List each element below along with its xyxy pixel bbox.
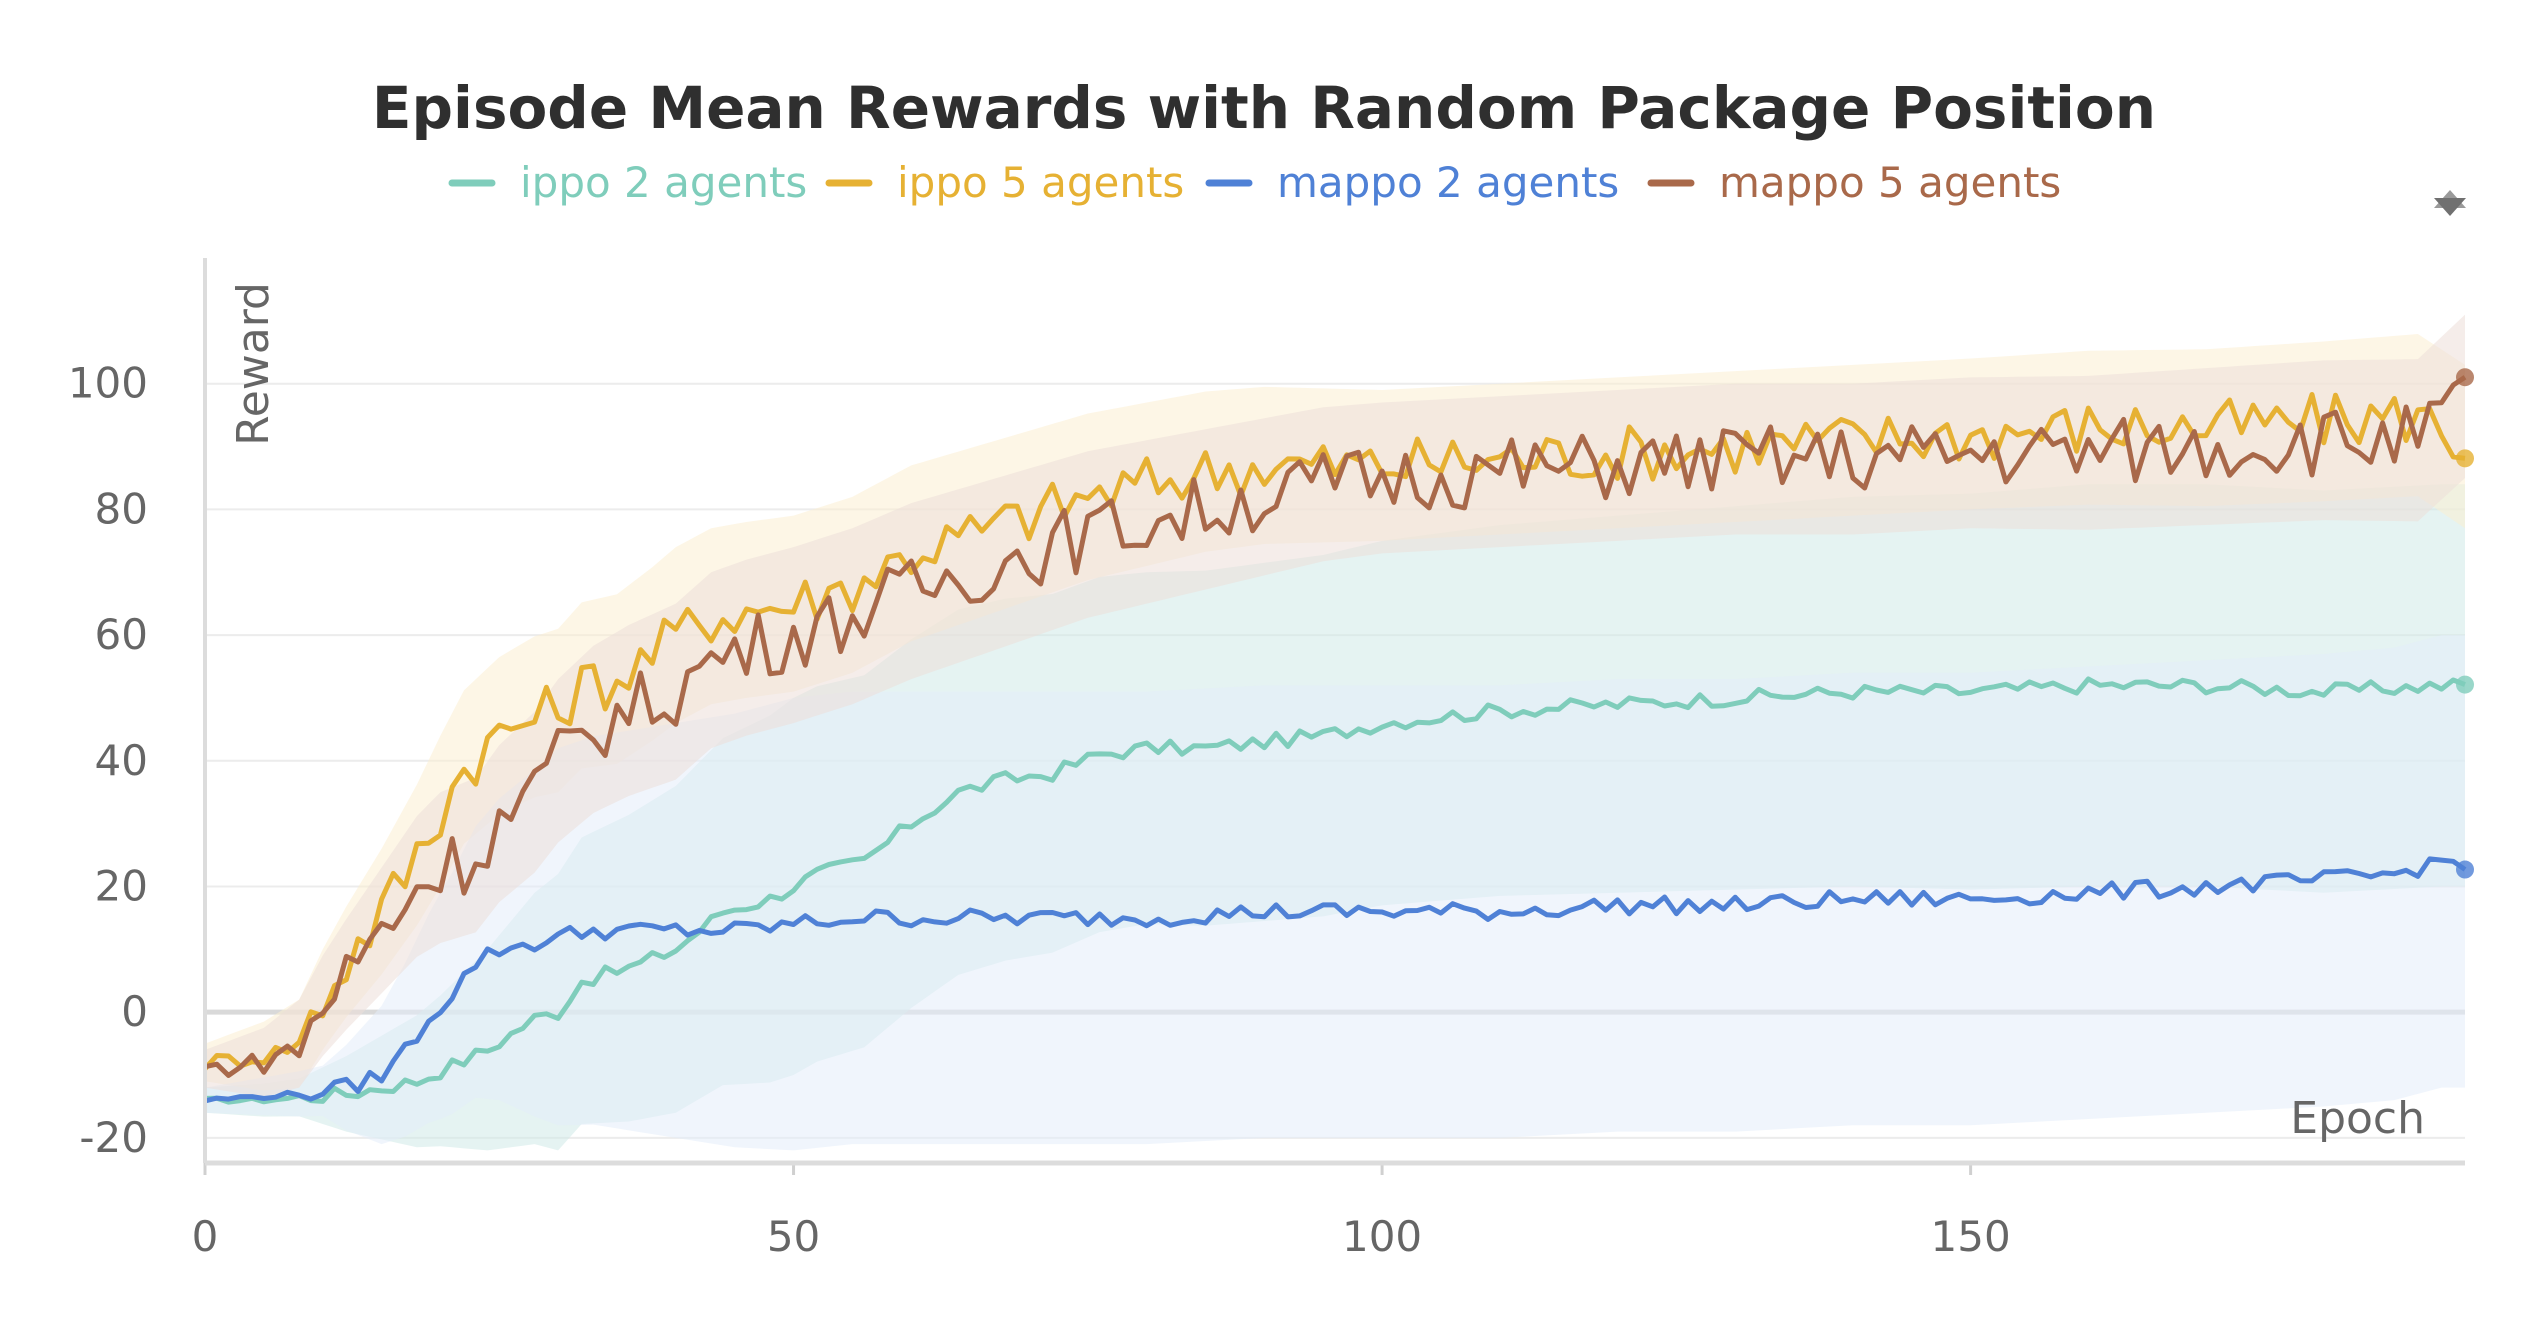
y-tick-label: 60: [95, 610, 148, 659]
y-tick-label: 100: [68, 359, 148, 408]
tick-labels: -20 0 20 40 60 80 100 0 50 100 150: [68, 359, 2011, 1261]
series-endpoint: [2456, 368, 2474, 387]
series-endpoint: [2456, 675, 2474, 694]
legend-label: ippo 5 agents: [897, 158, 1184, 207]
y-tick-label: -20: [79, 1113, 148, 1162]
axes: [203, 258, 2465, 1175]
series-endpoints: [2456, 368, 2474, 879]
legend-label: mappo 2 agents: [1277, 158, 1619, 207]
series-line: [203, 392, 2466, 1071]
confidence-band: [205, 334, 2465, 1091]
x-tick-label: 0: [192, 1212, 219, 1261]
series-endpoint: [2456, 860, 2474, 879]
chart-title: Episode Mean Rewards with Random Package…: [372, 74, 2156, 142]
legend-scroll-arrows[interactable]: [2434, 190, 2466, 216]
legend: ippo 2 agents ippo 5 agents mappo 2 agents…: [448, 158, 2061, 207]
y-tick-label: 20: [95, 861, 148, 910]
confidence-bands: [205, 314, 2465, 1151]
confidence-band: [205, 314, 2465, 1098]
series-line: [204, 375, 2467, 1078]
legend-label: mappo 5 agents: [1719, 158, 2061, 207]
x-tick-label: 150: [1931, 1212, 2011, 1261]
legend-item[interactable]: ippo 2 agents: [448, 158, 807, 207]
scroll-down-icon[interactable]: [2434, 198, 2466, 216]
legend-item[interactable]: mappo 5 agents: [1647, 158, 2061, 207]
x-axis-title: Epoch: [2290, 1093, 2425, 1144]
series-line: [204, 856, 2467, 1104]
legend-item[interactable]: ippo 5 agents: [825, 158, 1184, 207]
series-line: [204, 676, 2466, 1105]
x-tick-label: 50: [767, 1212, 820, 1261]
series-lines: [203, 375, 2467, 1105]
y-axis-title: Reward: [228, 282, 279, 446]
y-tick-label: 0: [121, 987, 148, 1036]
legend-item[interactable]: mappo 2 agents: [1205, 158, 1619, 207]
confidence-band: [205, 635, 2465, 1151]
x-tick-label: 100: [1342, 1212, 1422, 1261]
legend-label: ippo 2 agents: [520, 158, 807, 207]
y-tick-label: 40: [95, 736, 148, 785]
y-tick-label: 80: [95, 484, 148, 533]
series-endpoint: [2456, 449, 2474, 468]
